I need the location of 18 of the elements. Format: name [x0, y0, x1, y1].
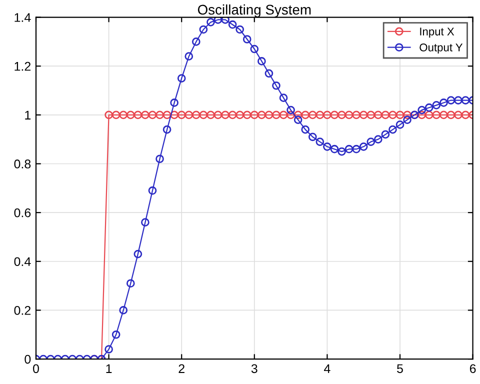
y-tick-label: 0.2: [14, 306, 31, 315]
x-tick-label: 0: [33, 364, 39, 374]
y-tick-label: 1.4: [14, 13, 31, 22]
y-tick-label: 1: [25, 110, 31, 120]
y-tick-label: 1.2: [14, 62, 31, 71]
legend-label: Output Y: [420, 43, 463, 54]
legend-label: Input X: [420, 28, 454, 38]
x-tick-label: 5: [397, 364, 403, 374]
x-tick-label: 6: [470, 364, 476, 374]
y-tick-label: 0.4: [14, 257, 31, 266]
x-tick-label: 2: [178, 364, 184, 373]
y-tick-label: 0: [24, 354, 31, 364]
x-tick-label: 1: [106, 364, 112, 373]
y-tick-label: 0.6: [14, 208, 31, 218]
x-tick-label: 4: [324, 364, 330, 373]
x-tick-label: 3: [251, 364, 258, 374]
y-tick-label: 0.8: [14, 160, 31, 168]
chart-title: Oscillating System: [198, 4, 311, 18]
